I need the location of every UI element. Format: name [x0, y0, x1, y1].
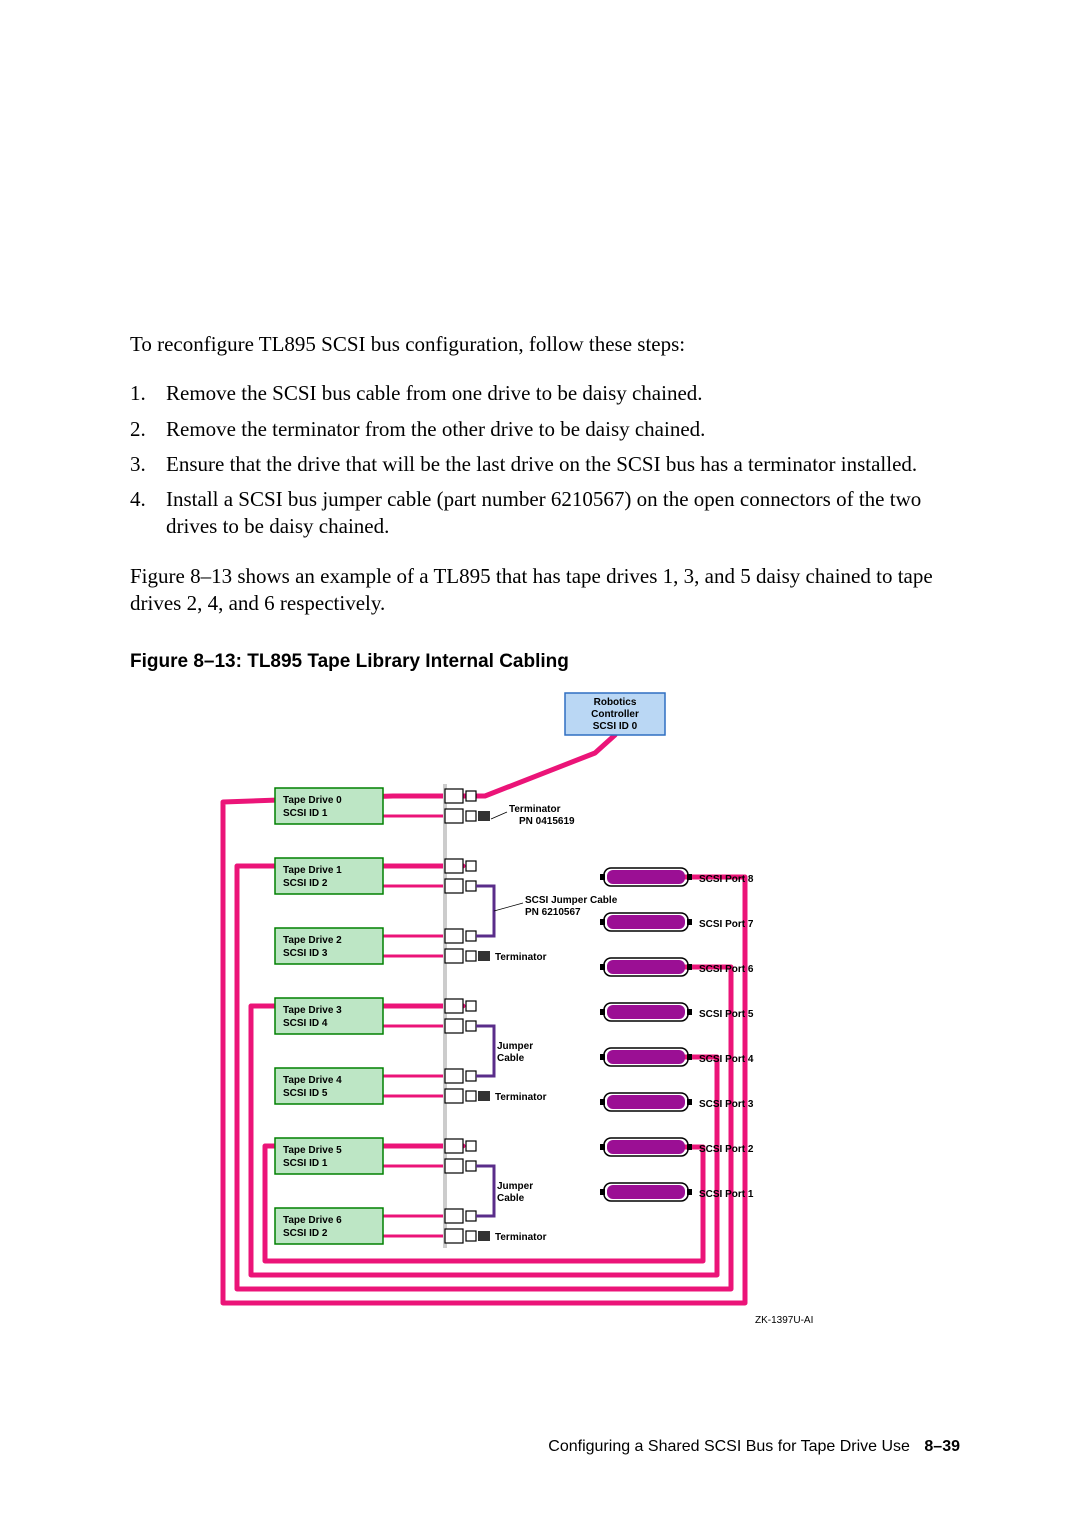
svg-text:SCSI ID 2: SCSI ID 2: [283, 1228, 328, 1239]
svg-text:Tape Drive 5: Tape Drive 5: [283, 1145, 342, 1156]
svg-text:Terminator: Terminator: [495, 1232, 547, 1243]
step-item: 1.Remove the SCSI bus cable from one dri…: [130, 380, 960, 407]
svg-text:PN 6210567: PN 6210567: [525, 907, 581, 918]
svg-text:Tape Drive 6: Tape Drive 6: [283, 1215, 342, 1226]
svg-text:Tape Drive 0: Tape Drive 0: [283, 795, 342, 806]
svg-text:ZK-1397U-AI: ZK-1397U-AI: [755, 1315, 813, 1326]
svg-text:SCSI ID 4: SCSI ID 4: [283, 1018, 328, 1029]
svg-text:Terminator: Terminator: [495, 1092, 547, 1103]
svg-text:SCSI Port 4: SCSI Port 4: [699, 1054, 754, 1065]
svg-text:Controller: Controller: [591, 709, 639, 720]
svg-text:Tape Drive 2: Tape Drive 2: [283, 935, 342, 946]
svg-text:Terminator: Terminator: [495, 952, 547, 963]
footer-text: Configuring a Shared SCSI Bus for Tape D…: [548, 1438, 910, 1455]
svg-text:SCSI ID 1: SCSI ID 1: [283, 808, 328, 819]
svg-text:SCSI Port 1: SCSI Port 1: [699, 1189, 754, 1200]
svg-text:Terminator: Terminator: [509, 804, 561, 815]
step-item: 4.Install a SCSI bus jumper cable (part …: [130, 486, 960, 541]
svg-text:Jumper: Jumper: [497, 1181, 533, 1192]
svg-text:SCSI Port 6: SCSI Port 6: [699, 964, 754, 975]
svg-text:SCSI Port 3: SCSI Port 3: [699, 1099, 754, 1110]
svg-text:SCSI ID 5: SCSI ID 5: [283, 1088, 328, 1099]
svg-text:SCSI Port 7: SCSI Port 7: [699, 919, 754, 930]
steps-list: 1.Remove the SCSI bus cable from one dri…: [130, 380, 960, 540]
diagram: Tape Drive 0 SCSI ID 1 Tape Drive 1 SCSI ID…: [195, 683, 895, 1338]
svg-text:PN 0415619: PN 0415619: [519, 816, 575, 827]
figure-title: Figure 8–13: TL895 Tape Library Internal…: [130, 651, 960, 673]
svg-text:Robotics: Robotics: [594, 697, 637, 708]
svg-text:SCSI ID 3: SCSI ID 3: [283, 948, 328, 959]
svg-text:SCSI Port 8: SCSI Port 8: [699, 874, 754, 885]
footer-page: 8–39: [924, 1438, 960, 1455]
svg-text:SCSI ID 1: SCSI ID 1: [283, 1158, 328, 1169]
svg-text:SCSI ID 2: SCSI ID 2: [283, 878, 328, 889]
intro-paragraph: To reconfigure TL895 SCSI bus configurat…: [130, 331, 960, 358]
svg-text:Cable: Cable: [497, 1193, 525, 1204]
svg-text:Jumper: Jumper: [497, 1041, 533, 1052]
svg-text:Tape Drive 4: Tape Drive 4: [283, 1075, 342, 1086]
svg-text:Tape Drive 3: Tape Drive 3: [283, 1005, 342, 1016]
svg-text:SCSI Port 5: SCSI Port 5: [699, 1009, 754, 1020]
svg-text:SCSI Jumper Cable: SCSI Jumper Cable: [525, 895, 618, 906]
svg-text:Cable: Cable: [497, 1053, 525, 1064]
svg-text:Tape Drive 1: Tape Drive 1: [283, 865, 342, 876]
svg-text:SCSI ID 0: SCSI ID 0: [593, 721, 638, 732]
step-item: 2.Remove the terminator from the other d…: [130, 416, 960, 443]
svg-text:SCSI Port 2: SCSI Port 2: [699, 1144, 754, 1155]
page-footer: Configuring a Shared SCSI Bus for Tape D…: [130, 1438, 960, 1456]
post-paragraph: Figure 8–13 shows an example of a TL895 …: [130, 563, 960, 618]
step-item: 3.Ensure that the drive that will be the…: [130, 451, 960, 478]
